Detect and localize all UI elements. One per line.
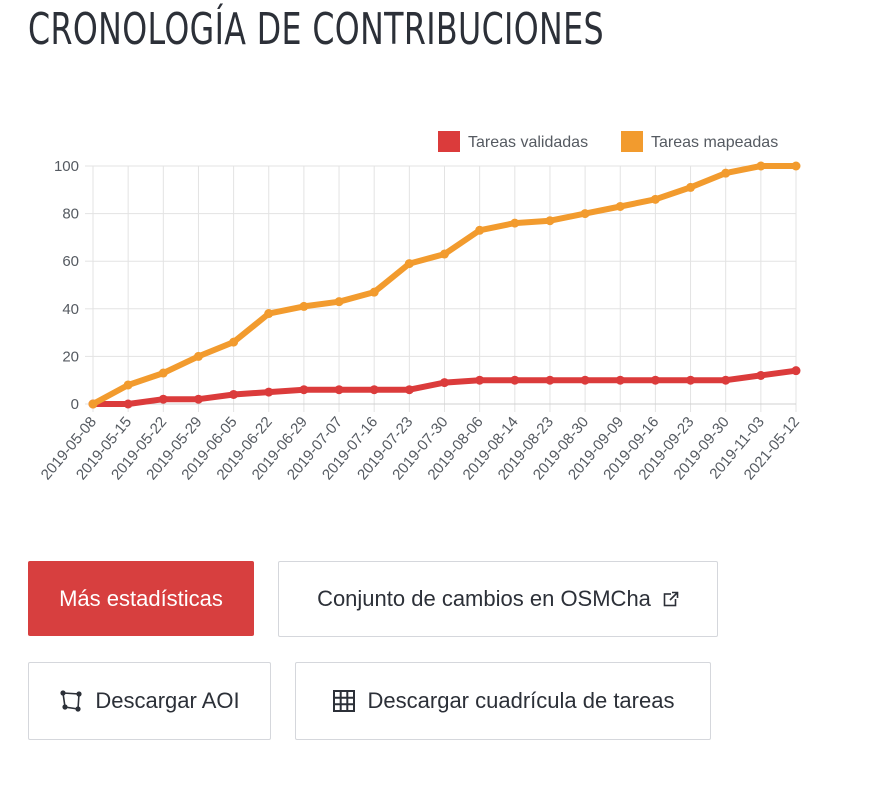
y-tick-label: 0 <box>71 396 79 413</box>
data-point <box>475 375 485 385</box>
data-point <box>615 201 625 211</box>
data-point <box>580 209 590 219</box>
data-point <box>404 385 414 395</box>
legend-label: Tareas validadas <box>468 134 588 151</box>
download-grid-label: Descargar cuadrícula de tareas <box>367 688 675 713</box>
data-point <box>299 385 309 395</box>
data-point <box>123 399 133 409</box>
download-aoi-button[interactable]: Descargar AOI <box>28 662 271 740</box>
legend-label: Tareas mapeadas <box>651 134 778 151</box>
data-point <box>650 194 660 204</box>
data-point <box>650 375 660 385</box>
download-task-grid-button[interactable]: Descargar cuadrícula de tareas <box>295 662 711 740</box>
y-axis-ticks: 0 20 40 60 80 100 <box>54 158 79 413</box>
osmcha-label: Conjunto de cambios en OSMCha <box>317 586 651 611</box>
y-tick-label: 80 <box>62 206 79 223</box>
data-point <box>615 375 625 385</box>
more-stats-button[interactable]: Más estadísticas <box>28 561 254 636</box>
more-stats-label: Más estadísticas <box>59 585 223 611</box>
data-point <box>193 351 203 361</box>
data-point <box>264 309 274 319</box>
data-point <box>334 385 344 395</box>
contributions-chart: Tareas validadas Tareas mapeadas 0 20 40 60 8… <box>38 131 803 484</box>
grid-icon <box>332 690 355 712</box>
osmcha-changesets-button[interactable]: Conjunto de cambios en OSMCha <box>278 561 718 637</box>
data-point <box>756 370 766 380</box>
data-point <box>369 385 379 395</box>
data-point <box>369 287 379 297</box>
data-point <box>404 259 414 269</box>
chart-grid <box>85 165 797 412</box>
data-point <box>510 218 520 228</box>
y-tick-label: 100 <box>54 158 79 175</box>
data-point <box>686 182 696 192</box>
data-point <box>580 375 590 385</box>
data-point <box>123 380 133 390</box>
external-link-icon <box>663 591 679 607</box>
x-axis-ticks: 2019-05-082019-05-152019-05-222019-05-29… <box>38 414 803 484</box>
data-point <box>158 394 168 404</box>
chart-legend: Tareas validadas Tareas mapeadas <box>438 131 778 152</box>
chart-series <box>88 161 801 409</box>
data-point <box>229 389 239 399</box>
data-point <box>88 399 98 409</box>
data-point <box>791 366 801 376</box>
polygon-aoi-icon <box>60 690 82 712</box>
page-title: CRONOLOGÍA DE CONTRIBUCIONES <box>28 4 604 55</box>
data-point <box>264 387 274 397</box>
legend-swatch <box>621 131 643 152</box>
data-point <box>440 249 449 259</box>
data-point <box>440 378 449 388</box>
data-point <box>721 375 731 385</box>
data-point <box>158 368 168 378</box>
download-aoi-label: Descargar AOI <box>95 688 240 713</box>
data-point <box>510 375 520 385</box>
data-point <box>791 161 801 171</box>
data-point <box>545 216 555 226</box>
data-point <box>756 161 766 171</box>
data-point <box>229 337 239 347</box>
data-point <box>545 375 555 385</box>
data-point <box>299 301 309 311</box>
data-point <box>686 375 696 385</box>
legend-swatch <box>438 131 460 152</box>
data-point <box>334 297 344 307</box>
data-point <box>193 394 203 404</box>
y-tick-label: 40 <box>62 301 79 318</box>
data-point <box>475 225 485 235</box>
y-tick-label: 60 <box>62 253 79 270</box>
y-tick-label: 20 <box>62 348 79 365</box>
data-point <box>721 168 731 178</box>
